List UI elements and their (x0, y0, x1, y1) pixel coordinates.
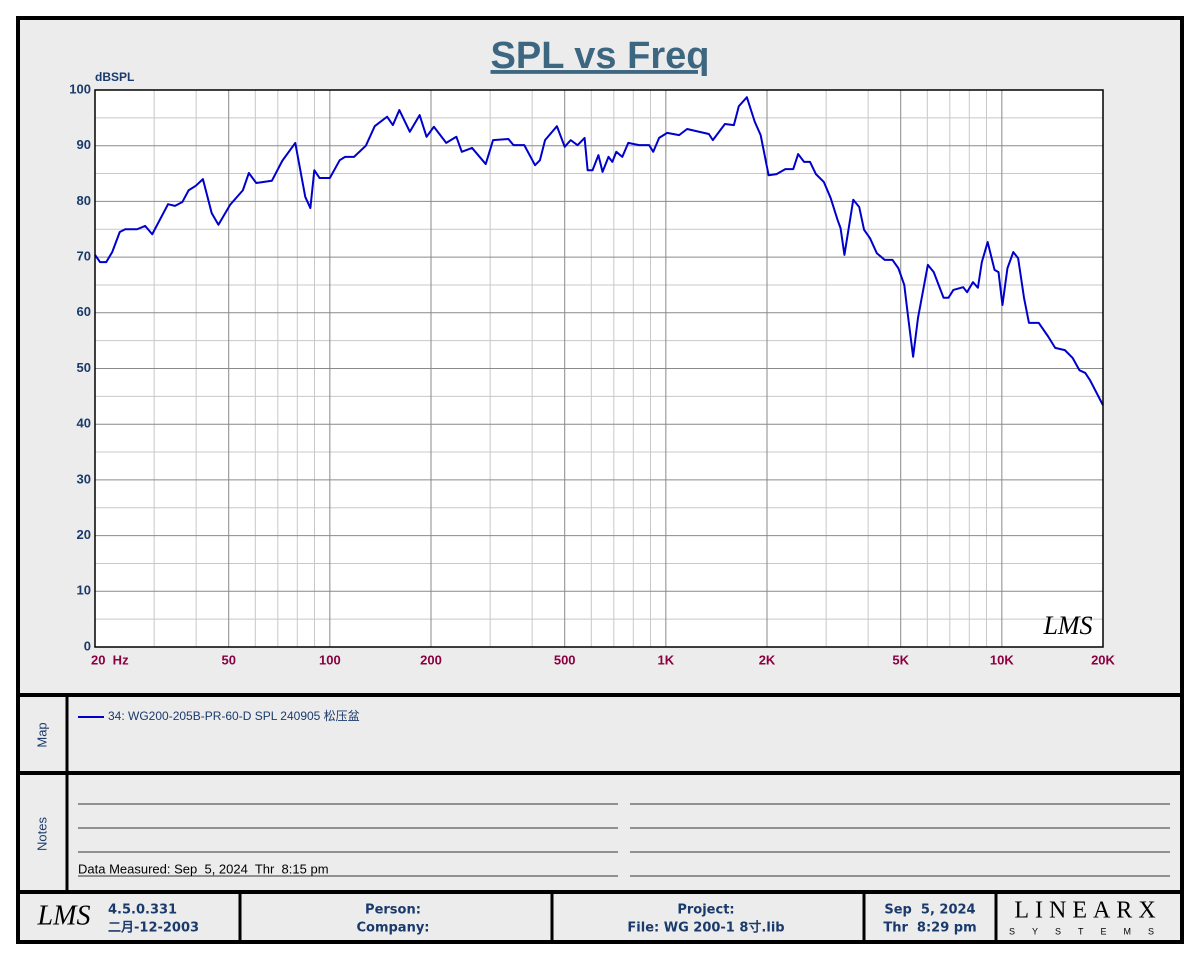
footer-logo: LMS (37, 900, 91, 931)
y-tick-label: 40 (77, 416, 91, 431)
x-tick-label: 200 (420, 652, 442, 667)
watermark: LMS (1042, 611, 1092, 640)
y-axis-label: dBSPL (95, 70, 134, 84)
company: Company: (356, 921, 429, 936)
notes-label: Notes (34, 817, 49, 851)
x-tick-label: 2K (759, 652, 776, 667)
y-tick-label: 100 (69, 81, 91, 96)
project: Project: (677, 903, 734, 918)
x-tick-label: 20K (1091, 652, 1115, 667)
x-tick-label: 20 Hz (91, 652, 129, 667)
series-line (94, 96, 1104, 406)
brand-sub: SYSTEMS (1009, 926, 1171, 936)
y-tick-label: 10 (77, 583, 91, 598)
y-tick-label: 30 (77, 471, 91, 486)
y-tick-label: 60 (77, 304, 91, 319)
person: Person: (365, 903, 421, 918)
y-tick-label: 0 (84, 638, 91, 653)
data-measured: Data Measured: Sep 5, 2024 Thr 8:15 pm (78, 861, 329, 876)
file: File: WG 200-1 8寸.lib (627, 920, 784, 936)
y-tick-label: 50 (77, 360, 91, 375)
date: Sep 5, 2024 (884, 903, 975, 918)
plot-border (94, 89, 1104, 648)
map-label: Map (34, 722, 49, 747)
y-tick-label: 90 (77, 137, 91, 152)
build-date: 二月-12-2003 (108, 921, 199, 936)
x-tick-label: 10K (990, 652, 1014, 667)
brand: LINEARX (1014, 898, 1161, 924)
version: 4.5.0.331 (108, 903, 177, 918)
x-tick-label: 1K (658, 652, 675, 667)
y-tick-label: 20 (77, 527, 91, 542)
y-tick-label: 80 (77, 193, 91, 208)
chart-title: SPL vs Freq (491, 35, 710, 77)
marks (94, 96, 1104, 406)
x-tick-label: 50 (221, 652, 235, 667)
y-tick-label: 70 (77, 249, 91, 264)
x-tick-label: 100 (319, 652, 341, 667)
legend-entry: 34: WG200-205B-PR-60-D SPL 240905 松压盆 (108, 709, 360, 723)
footer-dividers (238, 892, 998, 942)
note-lines (78, 803, 1170, 877)
time: Thr 8:29 pm (883, 921, 976, 936)
x-tick-label: 500 (554, 652, 576, 667)
grid (94, 89, 1104, 648)
x-tick-label: 5K (892, 652, 909, 667)
